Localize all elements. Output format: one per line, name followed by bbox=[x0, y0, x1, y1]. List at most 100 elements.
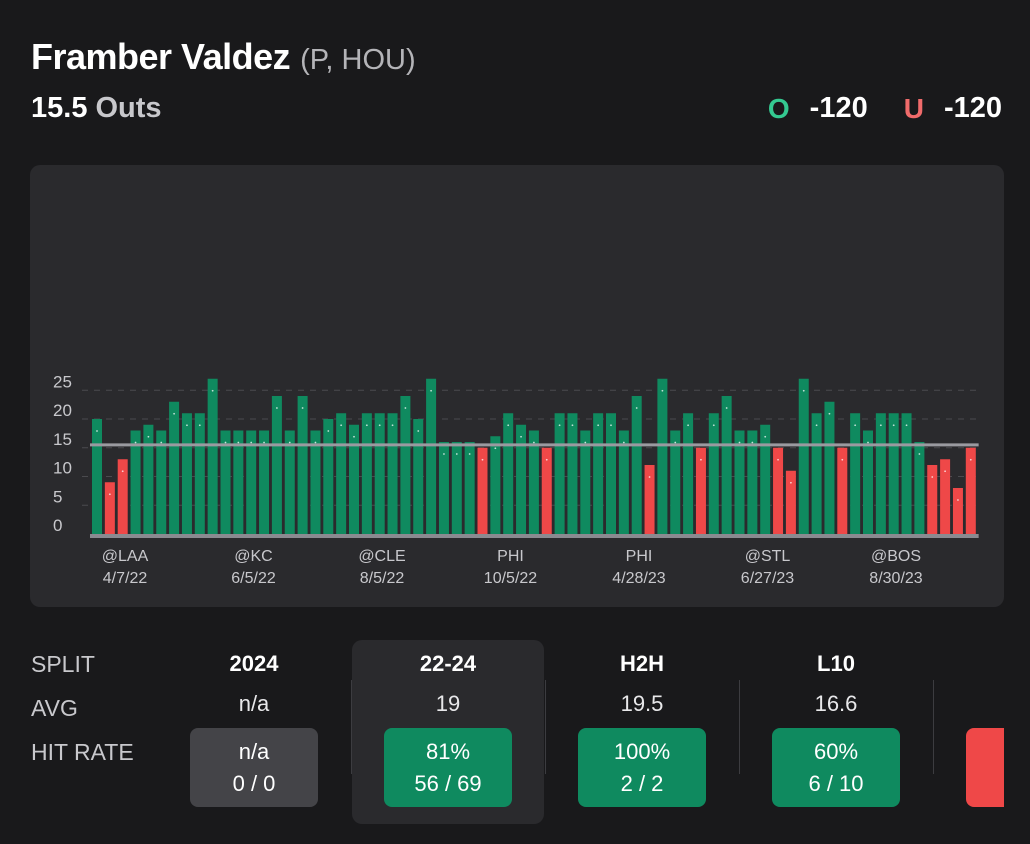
x-tick-date: 4/7/22 bbox=[103, 570, 148, 587]
bar-value-dot bbox=[211, 389, 214, 392]
hit-rate-row-label: HIT RATE bbox=[31, 739, 134, 765]
split-2024-header[interactable]: 2024 bbox=[229, 651, 279, 676]
bar-over bbox=[618, 430, 629, 534]
bar-over bbox=[284, 430, 295, 534]
bar-over bbox=[657, 378, 668, 534]
bar-under bbox=[927, 465, 938, 534]
odds-group: O -120 U -120 bbox=[768, 92, 1002, 125]
bar-value-dot bbox=[725, 407, 728, 409]
bar-under bbox=[773, 447, 784, 534]
bar-value-dot bbox=[751, 441, 754, 444]
bar-value-dot bbox=[879, 424, 882, 427]
bar-under bbox=[104, 482, 115, 534]
bar-value-dot bbox=[738, 441, 741, 444]
bar-over bbox=[464, 442, 475, 534]
hit-rate-record: 6 / 10 bbox=[808, 770, 864, 796]
x-tick-date: 8/5/22 bbox=[360, 570, 405, 587]
bar-value-dot bbox=[661, 389, 664, 392]
y-tick-label: 10 bbox=[53, 459, 72, 478]
split-22-24-hit-rate[interactable]: 81% 56 / 69 bbox=[384, 728, 512, 807]
bar-over bbox=[734, 430, 745, 534]
bar-value-dot bbox=[905, 424, 908, 427]
column-divider bbox=[545, 680, 546, 774]
bar-value-dot bbox=[160, 441, 163, 444]
bar-over bbox=[811, 413, 822, 534]
x-tick-date: 10/5/22 bbox=[484, 570, 537, 587]
bar-value-dot bbox=[545, 458, 548, 461]
player-name[interactable]: Framber Valdez bbox=[31, 36, 291, 77]
over-odds[interactable]: -120 bbox=[809, 92, 868, 124]
split-22-24-header[interactable]: 22-24 bbox=[419, 651, 477, 676]
bar-value-dot bbox=[969, 458, 972, 461]
split-2024-avg: n/a bbox=[238, 691, 270, 716]
bar-over bbox=[271, 396, 282, 534]
column-divider bbox=[933, 680, 934, 774]
bar-value-dot bbox=[173, 412, 176, 415]
split-l10-header[interactable]: L10 bbox=[817, 651, 855, 676]
x-tick-opponent: @BOS bbox=[871, 548, 921, 565]
bar-value-dot bbox=[828, 412, 831, 415]
bar-over bbox=[143, 424, 154, 534]
x-tick-date: 6/5/22 bbox=[231, 570, 276, 587]
bar-under bbox=[541, 447, 552, 534]
bar-value-dot bbox=[404, 407, 407, 409]
bar-value-dot bbox=[276, 407, 278, 409]
bar-under bbox=[644, 465, 655, 534]
bar-value-dot bbox=[597, 424, 600, 427]
next-split-hit-rate-partial[interactable] bbox=[966, 728, 1004, 807]
bar-value-dot bbox=[764, 435, 767, 438]
bar-over bbox=[708, 413, 719, 534]
bar-value-dot bbox=[224, 441, 227, 444]
split-l10-hit-rate[interactable]: 60% 6 / 10 bbox=[772, 728, 900, 807]
hit-rate-pct: 81% bbox=[425, 738, 471, 764]
column-divider bbox=[351, 680, 352, 774]
split-h2h-header[interactable]: H2H bbox=[619, 651, 664, 676]
bar-value-dot bbox=[391, 424, 394, 427]
bar-over bbox=[824, 401, 835, 534]
bar-value-dot bbox=[635, 407, 638, 409]
bar-value-dot bbox=[96, 430, 98, 432]
bar-value-dot bbox=[301, 407, 304, 409]
baseline bbox=[90, 534, 979, 538]
bar-over bbox=[336, 413, 347, 534]
bar-value-dot bbox=[944, 470, 946, 473]
bar-over bbox=[528, 430, 539, 534]
bar-value-dot bbox=[263, 441, 265, 444]
bar-value-dot bbox=[854, 424, 857, 427]
under-odds[interactable]: -120 bbox=[943, 92, 1002, 124]
over-letter[interactable]: O bbox=[767, 92, 790, 124]
bar-over bbox=[451, 442, 462, 534]
bar-value-dot bbox=[918, 453, 921, 455]
bar-value-dot bbox=[520, 435, 522, 438]
split-h2h-hit-rate[interactable]: 100% 2 / 2 bbox=[578, 728, 706, 807]
x-tick-opponent: PHI bbox=[626, 548, 653, 565]
bar-value-dot bbox=[700, 458, 702, 461]
y-tick-label: 0 bbox=[53, 516, 62, 535]
bar-over bbox=[567, 413, 578, 534]
bar-under bbox=[952, 488, 963, 534]
bar-over bbox=[760, 424, 771, 534]
bar-over bbox=[438, 442, 449, 534]
bar-over bbox=[361, 413, 372, 534]
bar-over bbox=[683, 413, 694, 534]
y-tick-label: 20 bbox=[53, 401, 72, 420]
hit-rate-record: 2 / 2 bbox=[620, 770, 664, 796]
x-tick-opponent: @STL bbox=[745, 548, 791, 565]
x-tick-opponent: @KC bbox=[234, 548, 272, 565]
split-2024-hit-rate[interactable]: n/a 0 / 0 bbox=[190, 728, 318, 807]
bar-value-dot bbox=[121, 470, 124, 473]
bar-under bbox=[695, 447, 706, 534]
bar-value-dot bbox=[622, 441, 625, 444]
bar-over bbox=[516, 424, 527, 534]
under-letter[interactable]: U bbox=[903, 92, 924, 124]
bar-over bbox=[580, 430, 591, 534]
bar-value-dot bbox=[584, 441, 587, 444]
hit-rate-pct: n/a bbox=[238, 738, 270, 764]
bar-value-dot bbox=[957, 499, 959, 501]
bar-value-dot bbox=[712, 424, 715, 427]
bar-value-dot bbox=[841, 458, 844, 461]
bar-over bbox=[631, 396, 642, 534]
y-tick-label: 25 bbox=[53, 372, 72, 391]
bar-over bbox=[387, 413, 398, 534]
